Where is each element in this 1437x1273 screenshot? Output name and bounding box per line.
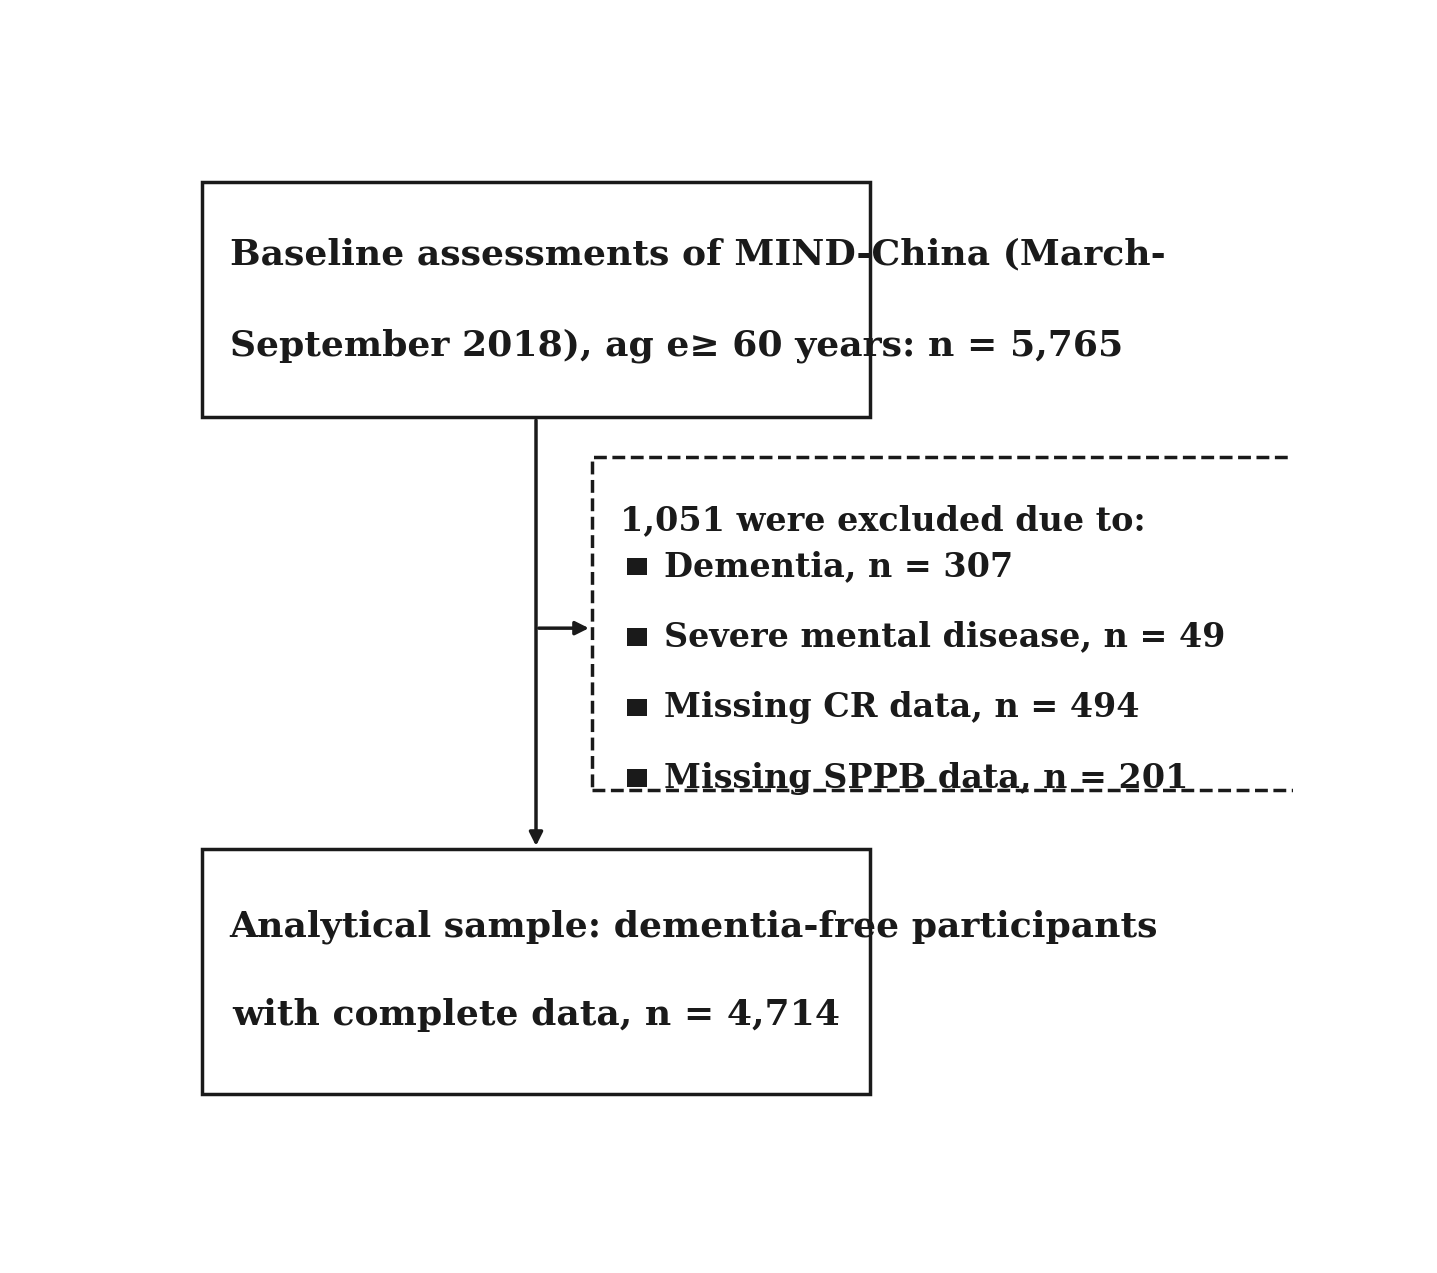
Text: Dementia, n = 307: Dementia, n = 307	[664, 550, 1013, 583]
Text: Baseline assessments of MIND-China (March-: Baseline assessments of MIND-China (Marc…	[230, 237, 1165, 271]
Text: Missing CR data, n = 494: Missing CR data, n = 494	[664, 691, 1140, 724]
Text: Severe mental disease, n = 49: Severe mental disease, n = 49	[664, 620, 1226, 653]
Bar	[628, 769, 648, 787]
Bar	[201, 849, 871, 1094]
Text: Analytical sample: dementia-free participants: Analytical sample: dementia-free partici…	[230, 910, 1158, 945]
Bar	[628, 699, 648, 717]
Text: 1,051 were excluded due to:: 1,051 were excluded due to:	[619, 504, 1145, 537]
Bar	[628, 558, 648, 575]
Bar	[201, 182, 871, 418]
Text: with complete data, n = 4,714: with complete data, n = 4,714	[231, 998, 841, 1032]
Text: September 2018), ag e≥ 60 years: n = 5,765: September 2018), ag e≥ 60 years: n = 5,7…	[230, 328, 1122, 363]
Bar	[592, 457, 1316, 789]
Bar	[628, 628, 648, 645]
Text: Missing SPPB data, n = 201: Missing SPPB data, n = 201	[664, 761, 1188, 794]
